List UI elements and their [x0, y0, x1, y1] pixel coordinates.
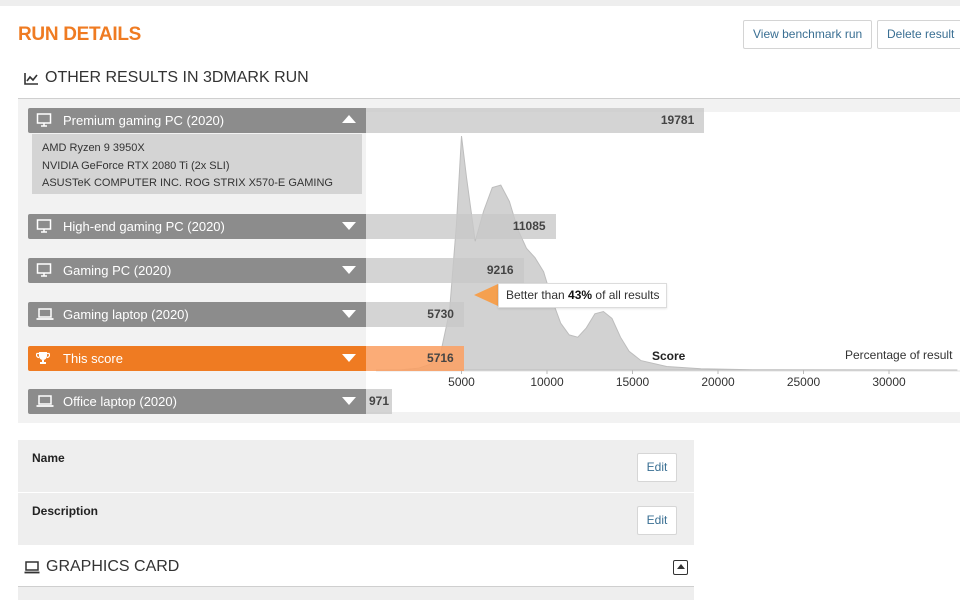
- line-chart-icon: [24, 72, 38, 85]
- tooltip-pointer: [474, 284, 498, 306]
- result-row-label: Gaming laptop (2020): [63, 307, 189, 322]
- tooltip-percent: 43%: [568, 288, 593, 302]
- result-row-toggle[interactable]: Gaming PC (2020): [28, 258, 366, 283]
- result-row-label: This score: [63, 351, 123, 366]
- monitor-icon: [24, 560, 40, 573]
- result-row-toggle[interactable]: Premium gaming PC (2020): [28, 108, 366, 133]
- chevron-down-icon: [342, 266, 356, 274]
- result-row-toggle[interactable]: This score: [28, 346, 366, 371]
- desktop-icon: [36, 219, 52, 233]
- result-row-label: Premium gaming PC (2020): [63, 113, 225, 128]
- x-tick-label: 15000: [615, 375, 650, 389]
- score-value: 971: [368, 394, 389, 408]
- description-label: Description: [32, 504, 99, 518]
- tooltip-prefix: Better than: [506, 288, 569, 302]
- chevron-down-icon: [342, 397, 356, 405]
- score-value: 5730: [427, 307, 454, 321]
- score-bar: 971: [366, 389, 392, 414]
- chevron-down-icon: [342, 222, 356, 230]
- description-field-row: Description Edit: [18, 493, 694, 545]
- detail-gpu: NVIDIA GeForce RTX 2080 Ti (2x SLI): [42, 159, 230, 172]
- page-title: RUN DETAILS: [18, 24, 142, 45]
- detail-motherboard: ASUSTeK COMPUTER INC. ROG STRIX X570-E G…: [42, 177, 333, 189]
- score-bar: 9216: [366, 258, 524, 283]
- chevron-down-icon: [342, 354, 356, 362]
- trophy-icon: [36, 352, 50, 364]
- laptop-icon: [36, 395, 54, 407]
- chevron-up-icon: [342, 115, 356, 123]
- score-bar: 5730: [366, 302, 464, 327]
- score-value: 9216: [486, 263, 514, 277]
- premium-details-panel: AMD Ryzen 9 3950X NVIDIA GeForce RTX 208…: [32, 134, 362, 194]
- desktop-icon: [36, 113, 52, 127]
- percentile-tooltip: Better than 43% of all results: [498, 283, 668, 308]
- result-row-label: Office laptop (2020): [63, 394, 177, 409]
- desktop-icon: [36, 263, 52, 277]
- result-row-label: High-end gaming PC (2020): [63, 219, 225, 234]
- section-divider: [18, 586, 694, 587]
- x-axis-label: Score: [652, 349, 686, 363]
- score-bar: 11085: [366, 214, 556, 239]
- score-bar: 5716: [366, 346, 464, 371]
- top-banner-strip: [0, 0, 960, 6]
- edit-name-button[interactable]: Edit: [637, 453, 677, 482]
- x-tick-label: 30000: [872, 375, 906, 389]
- collapse-section-button[interactable]: [673, 560, 688, 575]
- name-field-row: Name Edit: [18, 440, 694, 492]
- laptop-icon: [36, 308, 54, 320]
- x-tick-label: 20000: [701, 375, 735, 389]
- view-benchmark-run-button[interactable]: View benchmark run: [743, 20, 873, 49]
- score-value: 19781: [660, 113, 695, 127]
- delete-result-button[interactable]: Delete result: [877, 20, 960, 49]
- other-results-title: OTHER RESULTS IN 3DMARK RUN: [45, 69, 309, 86]
- score-bar: 19781: [366, 108, 705, 133]
- score-value: 5716: [427, 351, 454, 365]
- edit-description-button[interactable]: Edit: [637, 506, 677, 535]
- x-tick-label: 25000: [786, 375, 821, 389]
- other-results-header: OTHER RESULTS IN 3DMARK RUN: [18, 67, 960, 89]
- graphics-card-header: GRAPHICS CARD: [18, 556, 694, 578]
- result-row-toggle[interactable]: Office laptop (2020): [28, 389, 366, 414]
- x-tick-label: 5000: [448, 375, 475, 389]
- result-row-label: Gaming PC (2020): [63, 263, 172, 278]
- chevron-down-icon: [342, 310, 356, 318]
- graphics-card-title: GRAPHICS CARD: [46, 558, 180, 575]
- x-tick-label: 10000: [530, 375, 564, 389]
- section-divider: [18, 98, 960, 99]
- graphics-card-content: [18, 587, 694, 600]
- score-value: 11085: [512, 219, 546, 233]
- detail-cpu: AMD Ryzen 9 3950X: [42, 142, 145, 154]
- name-label: Name: [32, 451, 65, 465]
- tooltip-suffix: of all results: [592, 288, 660, 302]
- result-row-toggle[interactable]: Gaming laptop (2020): [28, 302, 366, 327]
- result-row-toggle[interactable]: High-end gaming PC (2020): [28, 214, 366, 239]
- y-axis-label: Percentage of result: [845, 348, 953, 362]
